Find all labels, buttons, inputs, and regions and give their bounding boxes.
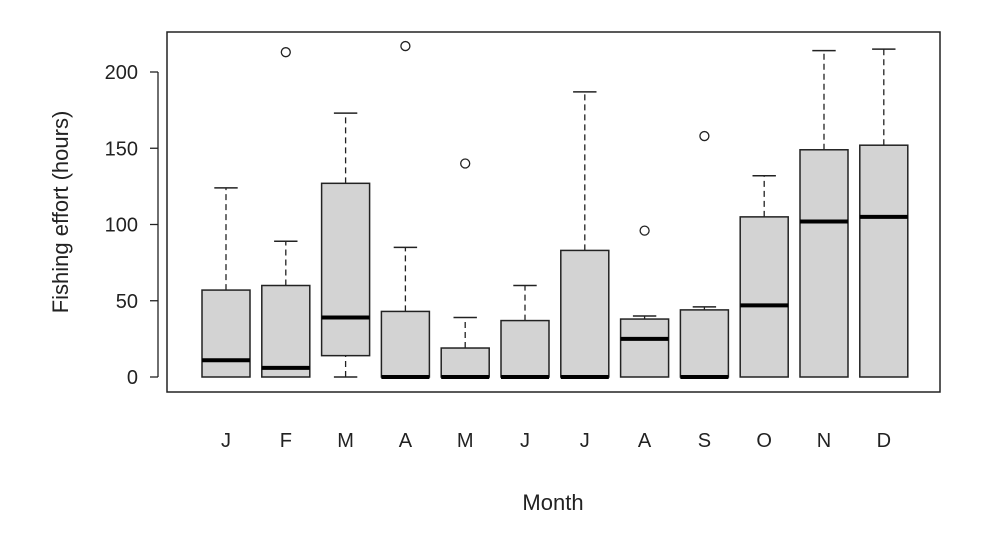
box-iqr	[679, 309, 730, 378]
box-iqr	[500, 319, 550, 378]
x-tick-label: A	[399, 430, 413, 452]
x-tick-label: J	[580, 430, 590, 452]
x-tick-label: J	[221, 430, 231, 452]
outlier-point	[400, 40, 411, 52]
box-6	[500, 284, 550, 379]
box-iqr	[859, 144, 909, 378]
x-tick-label: S	[698, 430, 711, 452]
outlier-point	[460, 158, 471, 169]
x-tick-label: N	[817, 430, 831, 452]
x-tick-label: A	[638, 430, 652, 452]
box-11	[799, 49, 849, 378]
x-tick-label: O	[756, 430, 772, 452]
x-axis-label: Month	[522, 490, 583, 515]
box-iqr	[739, 216, 789, 378]
plot-frame	[166, 31, 941, 393]
box-3	[320, 112, 371, 378]
box-8	[619, 225, 670, 378]
box-iqr	[619, 318, 670, 378]
box-iqr	[380, 310, 431, 378]
y-tick-label: 50	[116, 291, 138, 313]
x-tick-label: M	[457, 430, 474, 452]
x-tick-label: F	[280, 430, 292, 452]
box-1	[201, 187, 251, 378]
y-tick-label: 100	[105, 215, 138, 237]
x-tick-label: J	[520, 430, 530, 452]
x-tick-label: M	[337, 430, 354, 452]
box-iqr	[201, 289, 251, 378]
outlier-point	[639, 225, 650, 236]
box-2	[261, 47, 311, 378]
box-9	[679, 130, 730, 379]
y-axis-label: Fishing effort (hours)	[48, 111, 73, 314]
box-12	[859, 48, 909, 378]
box-5	[440, 158, 490, 379]
box-iqr	[261, 284, 311, 378]
box-10	[739, 174, 789, 378]
box-iqr	[560, 249, 610, 378]
y-tick-label: 150	[105, 138, 138, 160]
outlier-point	[280, 47, 291, 58]
box-iqr	[799, 149, 849, 378]
outlier-point	[699, 130, 710, 142]
y-tick-label: 0	[127, 367, 138, 389]
box-7	[560, 91, 610, 379]
x-tick-label: D	[877, 430, 891, 452]
box-iqr	[440, 347, 490, 378]
box-4	[380, 40, 431, 379]
box-iqr	[320, 182, 371, 357]
y-tick-label: 200	[105, 62, 138, 84]
